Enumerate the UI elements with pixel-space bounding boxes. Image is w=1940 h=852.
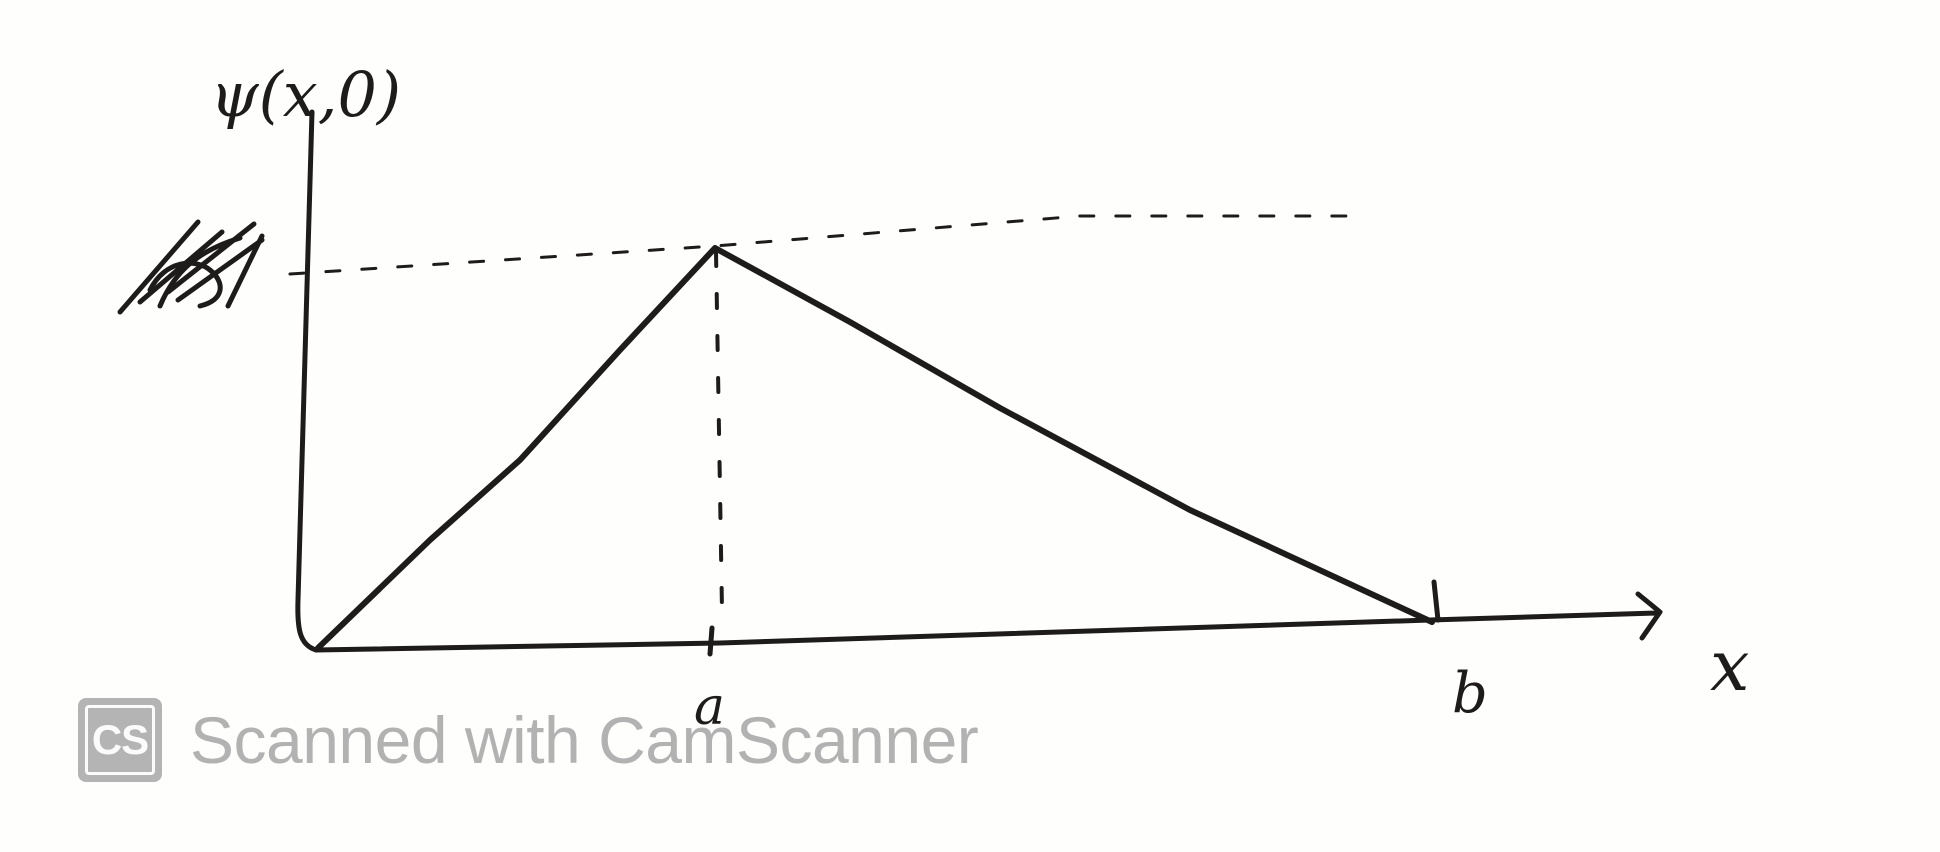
x-axis-arrowhead: [1635, 591, 1663, 641]
watermark-text: Scanned with CamScanner: [190, 703, 979, 777]
camscanner-logo-text: CS: [91, 716, 149, 763]
y-axis-label: ψ(x,0): [210, 58, 401, 131]
camscanner-logo: CS: [78, 698, 162, 782]
peak-dashed-line: [288, 214, 1367, 276]
scribbled-peak-value: [117, 219, 265, 315]
end-x-label: b: [1452, 661, 1488, 726]
y-axis: [295, 109, 319, 653]
tick-b: [1431, 579, 1441, 623]
peak-x-label: a: [694, 677, 725, 737]
camscanner-watermark: CS Scanned with CamScanner: [78, 698, 979, 782]
tick-a: [707, 625, 715, 657]
peak-vertical-dashed-line: [714, 250, 724, 612]
x-axis-label: x: [1710, 625, 1749, 707]
x-axis: [313, 610, 1661, 653]
wavefunction-curve: [315, 245, 1435, 651]
